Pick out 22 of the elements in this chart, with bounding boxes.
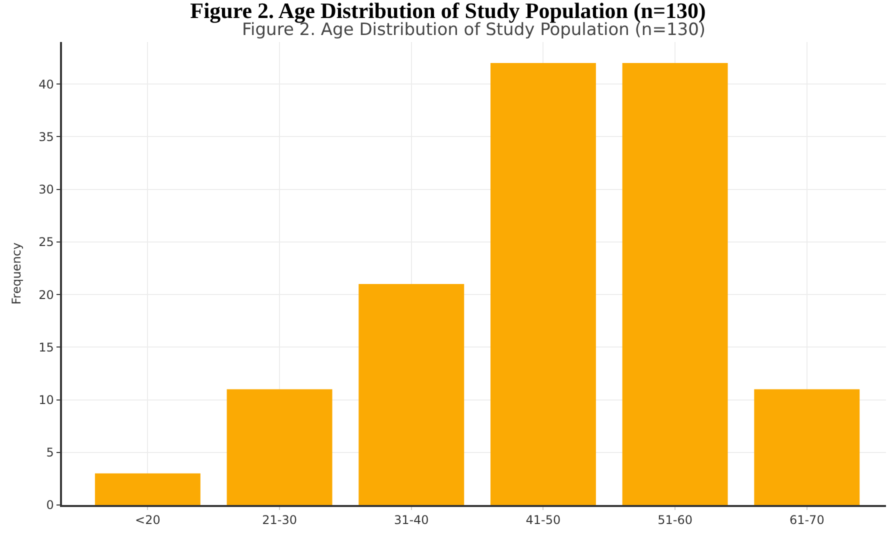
y-tick-label: 25 (38, 235, 54, 250)
x-tick-label: 21-30 (262, 513, 297, 528)
y-tick-label: 10 (38, 392, 54, 407)
y-tick-label: 20 (38, 288, 54, 302)
y-tick-label: 30 (38, 182, 54, 197)
y-axis-title: Frequency (9, 242, 24, 304)
y-tick-label: 15 (38, 340, 54, 354)
y-tick-label: 40 (38, 77, 54, 92)
y-tick-label: 5 (46, 446, 54, 460)
x-tick-label: 31-40 (394, 513, 429, 528)
bar (754, 389, 860, 505)
bar (358, 284, 464, 505)
x-tick-label: 61-70 (789, 513, 824, 528)
bar (94, 473, 200, 505)
y-tick-label: 35 (38, 130, 54, 144)
y-tick-label: 0 (46, 498, 54, 512)
bar (622, 63, 728, 505)
x-tick-label: 51-60 (658, 513, 692, 528)
x-tick-label: 41-50 (526, 513, 561, 528)
bar (490, 63, 596, 505)
x-tick-label: <20 (135, 513, 160, 528)
bar (226, 389, 332, 505)
